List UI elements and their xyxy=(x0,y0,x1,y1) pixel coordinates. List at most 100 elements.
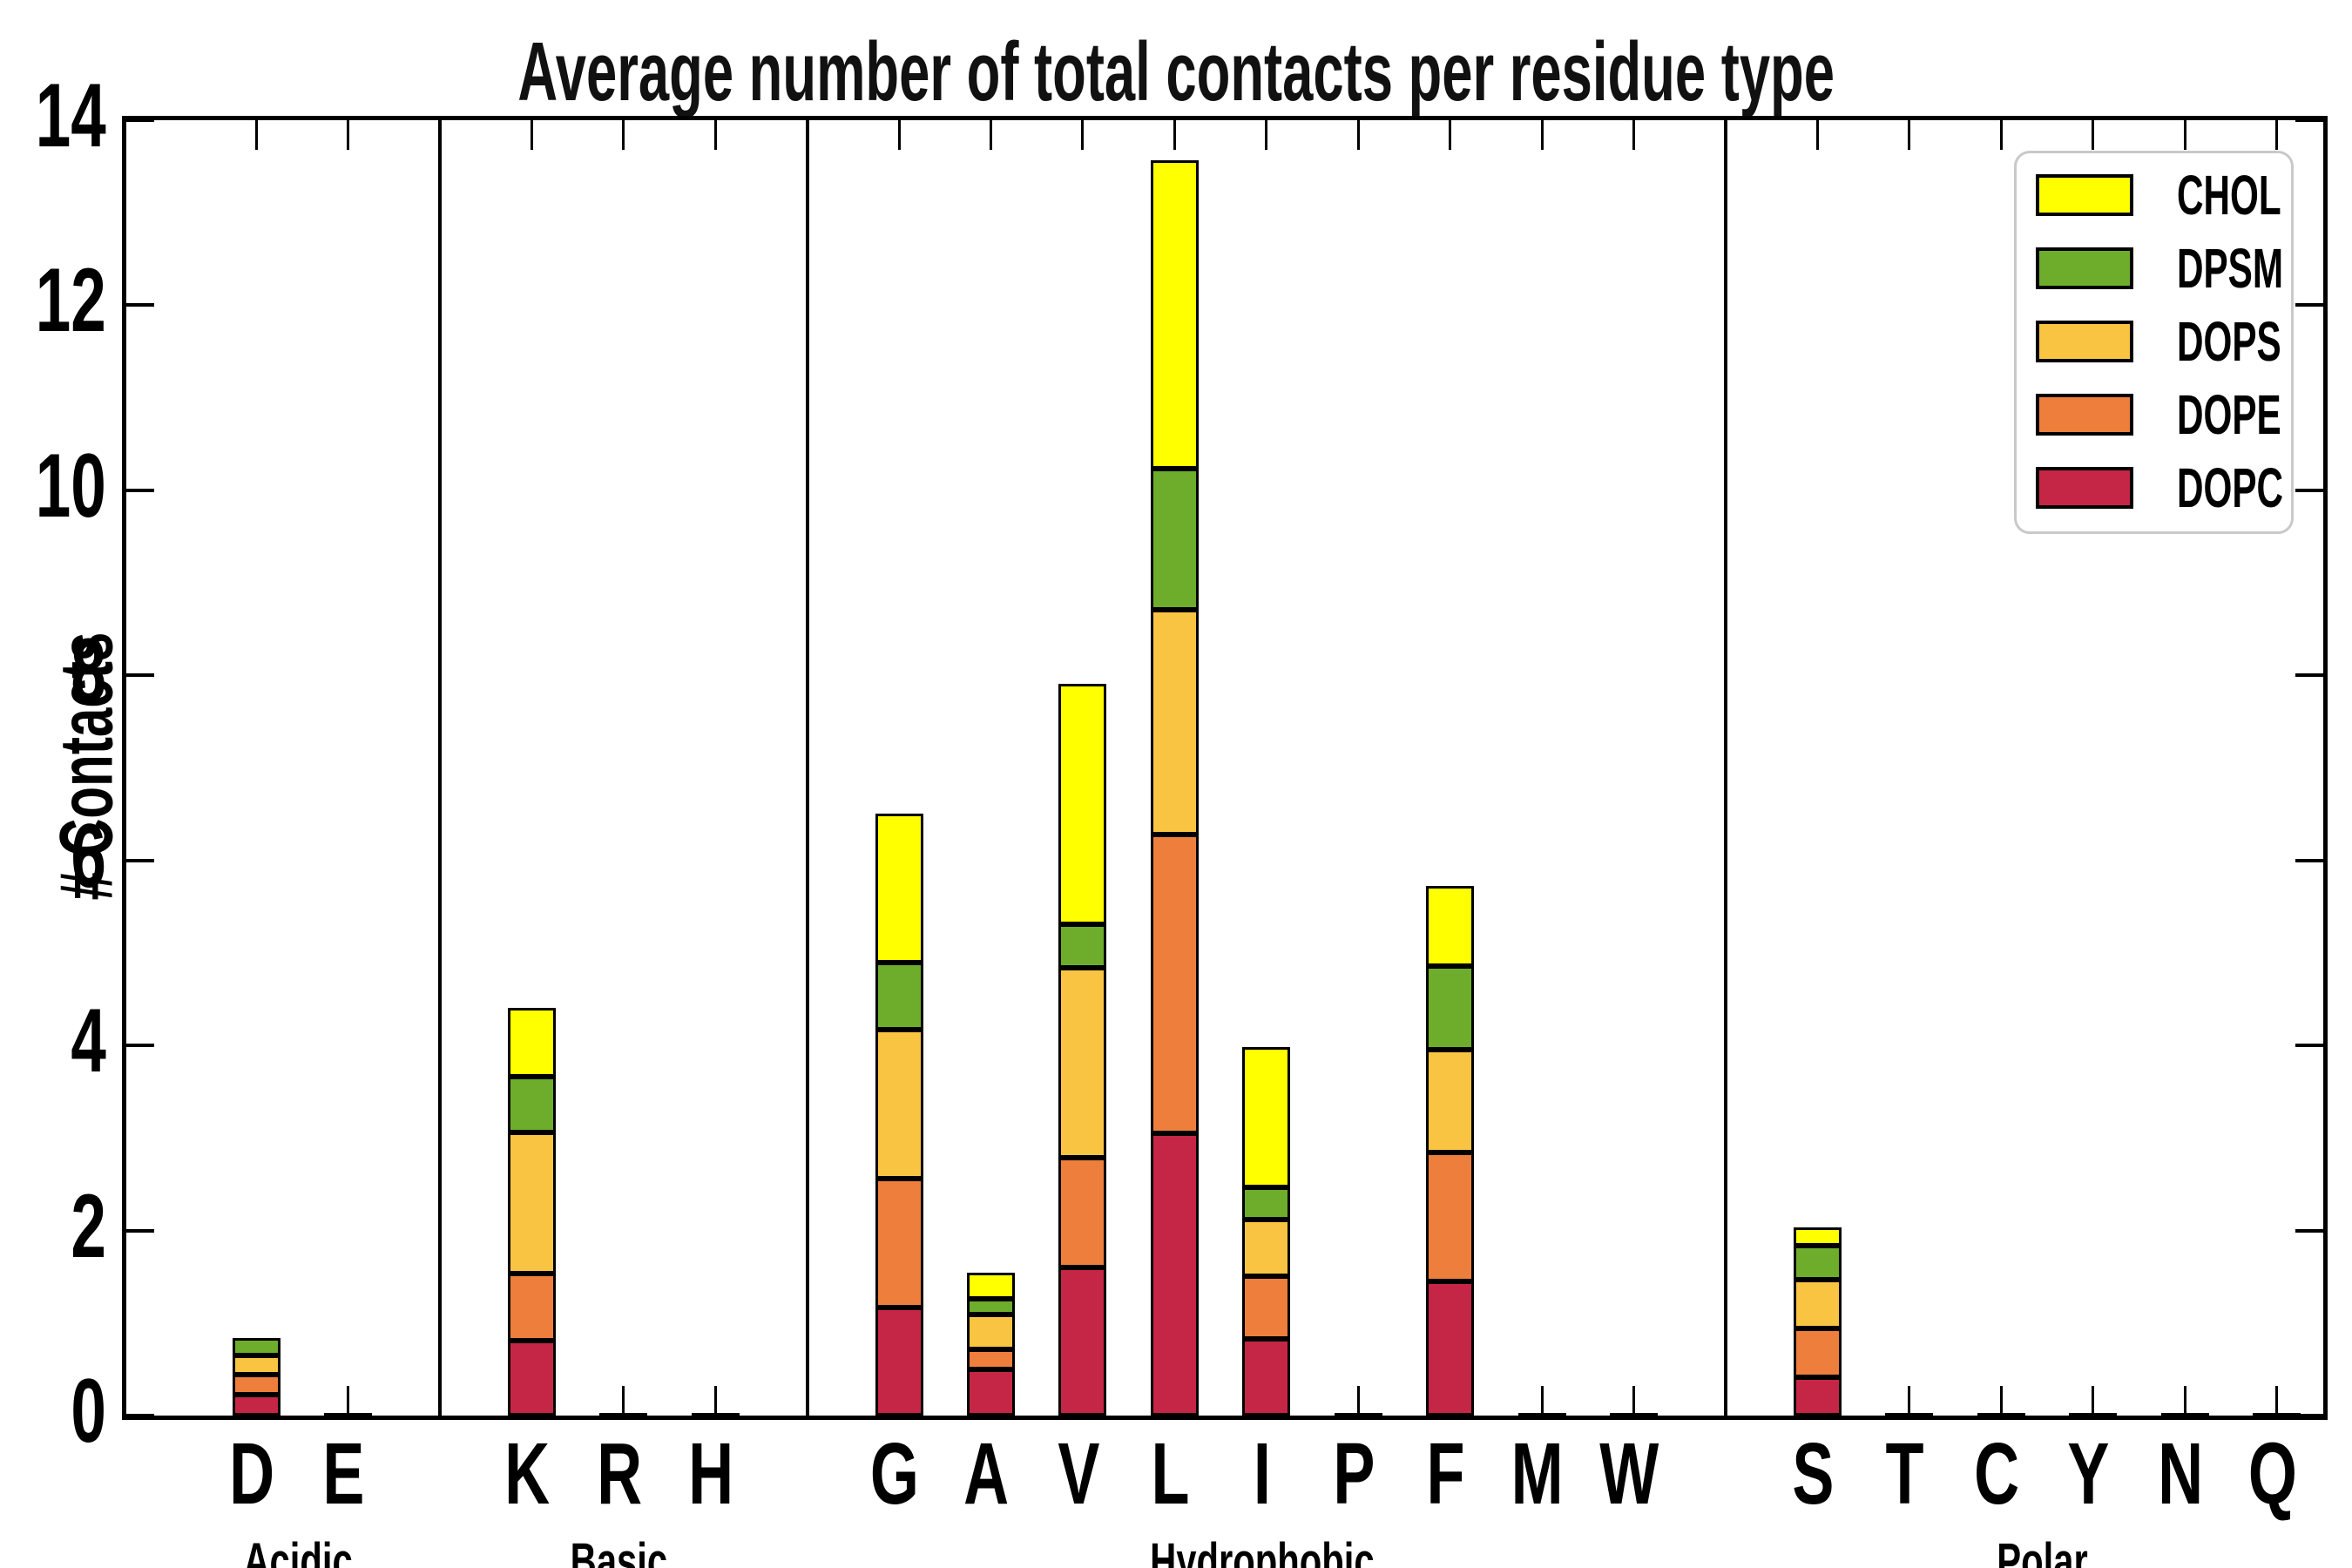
bar-segment-dpsm-S xyxy=(1793,1245,1842,1280)
y-tick-left xyxy=(126,1044,154,1048)
bar-segment-dope-S xyxy=(1793,1328,1842,1378)
x-tick-label-Y: Y xyxy=(2019,1430,2159,1517)
bar-segment-chol-A xyxy=(966,1273,1015,1300)
bar-segment-dopc-K xyxy=(507,1340,556,1416)
bar-segment-dops-A xyxy=(966,1315,1015,1349)
x-tick-label-text: M xyxy=(1511,1425,1565,1523)
legend-label-text: DOPC xyxy=(2177,456,2284,519)
y-tick-left xyxy=(126,1228,154,1233)
x-tick-label-A: A xyxy=(916,1430,1056,1517)
x-tick-top xyxy=(1540,120,1544,150)
y-tick-right xyxy=(2295,1044,2323,1048)
bar-segment-dopc-L xyxy=(1150,1133,1199,1416)
legend-row-dops: DOPS xyxy=(2017,308,2291,382)
x-tick-top xyxy=(254,120,258,150)
y-tick-right xyxy=(2295,858,2323,862)
x-tick-label-text: D xyxy=(229,1425,274,1523)
x-tick-label-text: H xyxy=(688,1425,734,1523)
bar-segment-dpsm-G xyxy=(875,962,923,1031)
bar-segment-dpsm-A xyxy=(966,1299,1015,1315)
x-tick-label-text: R xyxy=(596,1425,642,1523)
bar-segment-dpsm-L xyxy=(1150,469,1199,610)
x-tick-top xyxy=(713,120,717,150)
bar-segment-dope-F xyxy=(1426,1152,1475,1281)
x-tick-top xyxy=(622,120,625,150)
x-tick-top xyxy=(1173,120,1176,150)
x-tick-top xyxy=(1356,120,1360,150)
bar-segment-dpsm-K xyxy=(507,1077,556,1132)
x-tick-label-N: N xyxy=(2111,1430,2250,1517)
x-tick-top xyxy=(1265,120,1268,150)
y-tick-left xyxy=(126,303,154,308)
bar-segment-dope-D xyxy=(232,1375,280,1395)
bar-segment-chol-V xyxy=(1058,683,1107,924)
y-tick-right xyxy=(2295,1228,2323,1233)
bar-segment-dopc-F xyxy=(1426,1281,1475,1416)
x-tick-bottom xyxy=(2092,1386,2095,1416)
x-tick-label-text: W xyxy=(1599,1425,1659,1523)
bar-segment-dops-I xyxy=(1242,1219,1291,1276)
x-tick-label-text: S xyxy=(1792,1425,1835,1523)
bar-segment-dops-T xyxy=(1885,1412,1934,1418)
x-tick-bottom xyxy=(2183,1386,2186,1416)
bar-segment-dope-V xyxy=(1058,1157,1107,1268)
legend-swatch-chol xyxy=(2036,174,2133,216)
legend-swatch-dopc xyxy=(2036,467,2133,509)
bar-segment-dopc-I xyxy=(1242,1338,1291,1416)
legend-swatch-dpsm xyxy=(2036,247,2133,289)
bar-segment-chol-F xyxy=(1426,886,1475,966)
group-label-acidic: Acidic xyxy=(124,1537,472,1568)
bar-segment-chol-L xyxy=(1150,159,1199,470)
x-tick-label-M: M xyxy=(1468,1430,1607,1517)
y-tick-left xyxy=(126,118,154,122)
bar-segment-dops-V xyxy=(1058,967,1107,1158)
bar-segment-dope-I xyxy=(1242,1275,1291,1339)
x-tick-label-T: T xyxy=(1835,1430,1975,1517)
x-tick-label-text: F xyxy=(1426,1425,1465,1523)
chart-title-text: Average number of total contacts per res… xyxy=(517,25,1835,118)
bar-segment-dops-M xyxy=(1517,1412,1566,1418)
x-tick-top xyxy=(1449,120,1452,150)
group-label-text: Polar xyxy=(1997,1533,2089,1568)
x-tick-top xyxy=(2092,120,2095,150)
bar-segment-dope-L xyxy=(1150,834,1199,1134)
bar-segment-dops-G xyxy=(875,1030,923,1179)
bar-segment-dops-F xyxy=(1426,1050,1475,1153)
x-tick-label-H: H xyxy=(641,1430,781,1517)
x-tick-bottom xyxy=(713,1386,717,1416)
group-label-text: Basic xyxy=(570,1533,668,1568)
x-tick-label-text: G xyxy=(869,1425,919,1523)
bar-segment-dops-W xyxy=(1609,1412,1658,1418)
bar-segment-dopc-D xyxy=(232,1394,280,1416)
x-tick-label-C: C xyxy=(1927,1430,2066,1517)
x-tick-top xyxy=(1815,120,1819,150)
legend-label-chol: CHOL xyxy=(2177,167,2335,223)
group-separator xyxy=(437,120,442,1416)
legend-label-text: DOPS xyxy=(2177,310,2281,373)
bar-segment-dops-Y xyxy=(2069,1412,2118,1418)
legend-label-dops: DOPS xyxy=(2177,310,2335,373)
x-tick-label-text: L xyxy=(1151,1425,1190,1523)
x-tick-top xyxy=(1999,120,2003,150)
bar-segment-dops-E xyxy=(323,1412,372,1418)
x-tick-label-text: V xyxy=(1057,1425,1099,1523)
legend-row-chol: CHOL xyxy=(2017,162,2291,235)
x-tick-top xyxy=(1081,120,1085,150)
x-tick-top xyxy=(989,120,992,150)
bar-segment-chol-S xyxy=(1793,1227,1842,1246)
x-tick-bottom xyxy=(346,1386,349,1416)
x-tick-label-D: D xyxy=(182,1430,321,1517)
legend-swatch-dope xyxy=(2036,394,2133,436)
bar-segment-chol-K xyxy=(507,1007,556,1078)
x-tick-top xyxy=(2274,120,2278,150)
bar-segment-dops-S xyxy=(1793,1279,1842,1329)
bar-segment-dopc-G xyxy=(875,1307,923,1416)
x-tick-top xyxy=(2183,120,2186,150)
group-label-polar: Polar xyxy=(1869,1537,2217,1568)
bar-segment-dopc-V xyxy=(1058,1267,1107,1416)
bar-segment-chol-G xyxy=(875,813,923,963)
x-tick-label-Q: Q xyxy=(2202,1430,2342,1517)
x-tick-bottom xyxy=(1632,1386,1635,1416)
x-tick-label-V: V xyxy=(1009,1430,1148,1517)
